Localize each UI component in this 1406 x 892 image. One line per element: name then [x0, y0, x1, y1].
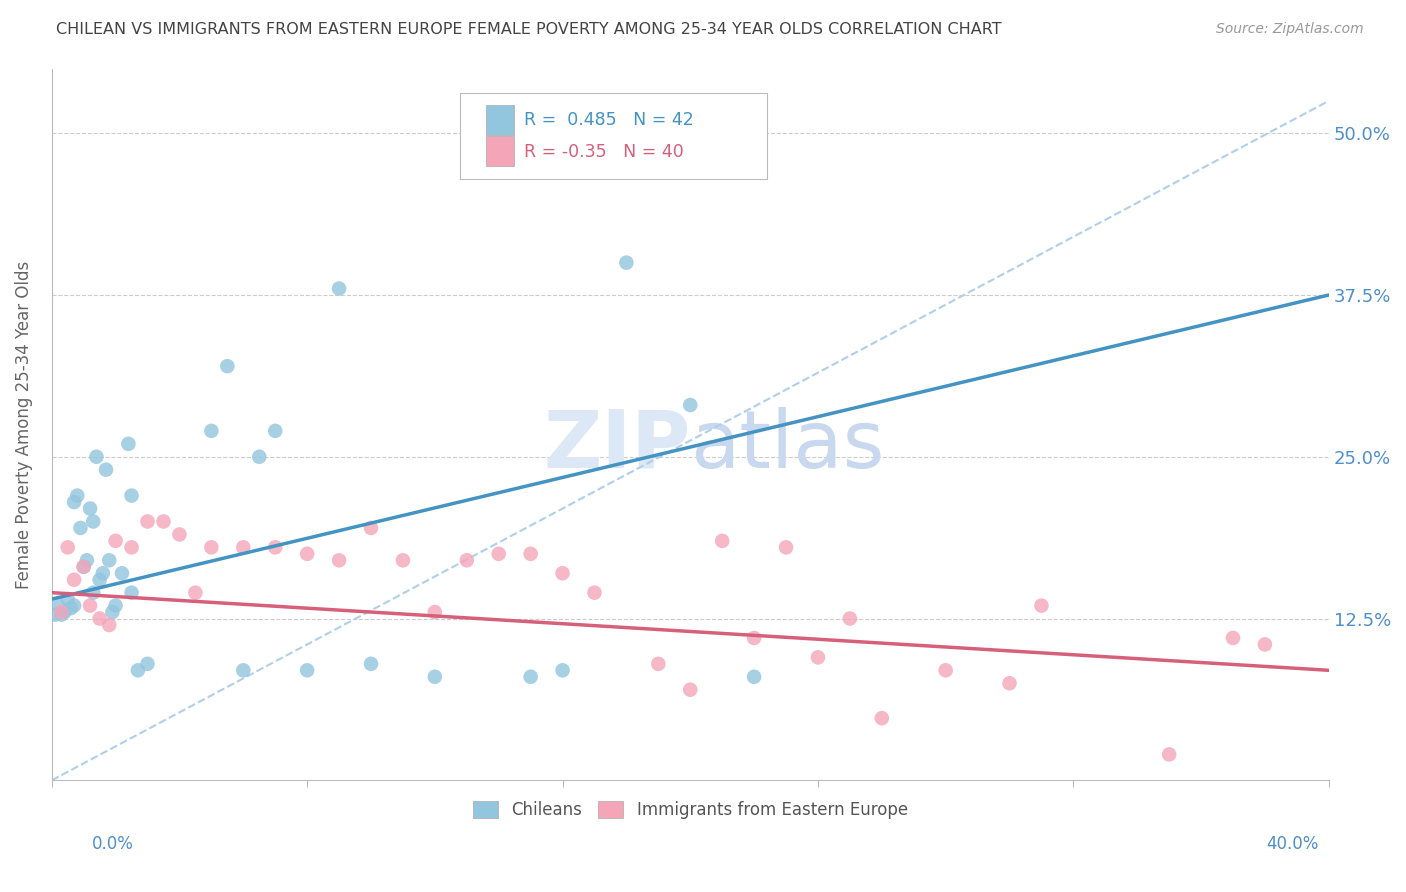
Point — [73, 559, 96, 574]
Point — [56, 592, 79, 607]
Point — [711, 533, 734, 548]
Point — [519, 547, 541, 561]
Point — [44, 607, 66, 622]
Point — [98, 553, 121, 567]
Point — [73, 559, 96, 574]
Point — [56, 541, 79, 555]
Point — [94, 463, 117, 477]
Point — [679, 398, 702, 412]
Point — [232, 541, 254, 555]
Point — [184, 585, 207, 599]
Point — [551, 566, 574, 581]
Point — [200, 424, 222, 438]
Text: ZIP: ZIP — [543, 407, 690, 484]
FancyBboxPatch shape — [486, 105, 515, 135]
Point — [807, 650, 830, 665]
Point — [998, 676, 1021, 690]
Point — [51, 607, 73, 622]
Point — [91, 566, 114, 581]
Point — [742, 631, 765, 645]
Point — [551, 663, 574, 677]
Point — [360, 521, 382, 535]
Point — [127, 663, 149, 677]
Point — [838, 611, 860, 625]
Point — [152, 515, 174, 529]
Point — [328, 281, 350, 295]
Point — [66, 489, 89, 503]
Point — [264, 541, 287, 555]
Point — [392, 553, 415, 567]
Point — [63, 599, 86, 613]
Text: 0.0%: 0.0% — [91, 835, 134, 853]
Point — [111, 566, 134, 581]
Point — [46, 599, 69, 613]
Point — [59, 601, 82, 615]
Legend: Chileans, Immigrants from Eastern Europe: Chileans, Immigrants from Eastern Europe — [465, 794, 914, 825]
Y-axis label: Female Poverty Among 25-34 Year Olds: Female Poverty Among 25-34 Year Olds — [15, 260, 32, 589]
Point — [519, 670, 541, 684]
Point — [423, 605, 446, 619]
Text: atlas: atlas — [690, 407, 884, 484]
Point — [89, 611, 111, 625]
Point — [136, 515, 159, 529]
Point — [82, 515, 104, 529]
Point — [488, 547, 510, 561]
Point — [82, 585, 104, 599]
Point — [679, 682, 702, 697]
Point — [121, 585, 143, 599]
Point — [775, 541, 797, 555]
Text: 40.0%: 40.0% — [1267, 835, 1319, 853]
Point — [101, 605, 124, 619]
Text: CHILEAN VS IMMIGRANTS FROM EASTERN EUROPE FEMALE POVERTY AMONG 25-34 YEAR OLDS C: CHILEAN VS IMMIGRANTS FROM EASTERN EUROP… — [56, 22, 1002, 37]
Point — [98, 618, 121, 632]
FancyBboxPatch shape — [460, 94, 766, 178]
Point — [104, 599, 127, 613]
Point — [63, 495, 86, 509]
Point — [1159, 747, 1181, 762]
Point — [647, 657, 669, 671]
Point — [1031, 599, 1053, 613]
Point — [200, 541, 222, 555]
Point — [63, 573, 86, 587]
Point — [295, 663, 318, 677]
Text: R = -0.35   N = 40: R = -0.35 N = 40 — [524, 143, 683, 161]
Point — [136, 657, 159, 671]
Text: Source: ZipAtlas.com: Source: ZipAtlas.com — [1216, 22, 1364, 37]
Point — [79, 501, 101, 516]
Point — [169, 527, 191, 541]
Point — [69, 521, 91, 535]
Point — [121, 541, 143, 555]
Point — [104, 533, 127, 548]
Point — [217, 359, 239, 374]
Point — [51, 605, 73, 619]
Point — [232, 663, 254, 677]
Point — [1222, 631, 1244, 645]
Point — [121, 489, 143, 503]
Point — [456, 553, 478, 567]
Point — [89, 573, 111, 587]
Point — [935, 663, 957, 677]
Point — [583, 585, 606, 599]
Point — [295, 547, 318, 561]
Point — [1254, 637, 1277, 651]
Point — [360, 657, 382, 671]
Point — [328, 553, 350, 567]
Text: R =  0.485   N = 42: R = 0.485 N = 42 — [524, 112, 695, 129]
Point — [247, 450, 270, 464]
Point — [86, 450, 108, 464]
Point — [79, 599, 101, 613]
Point — [742, 670, 765, 684]
Point — [423, 670, 446, 684]
Point — [53, 605, 76, 619]
Point — [870, 711, 893, 725]
Point — [117, 437, 139, 451]
FancyBboxPatch shape — [486, 136, 515, 166]
Point — [616, 255, 638, 269]
Point — [76, 553, 98, 567]
Point — [264, 424, 287, 438]
